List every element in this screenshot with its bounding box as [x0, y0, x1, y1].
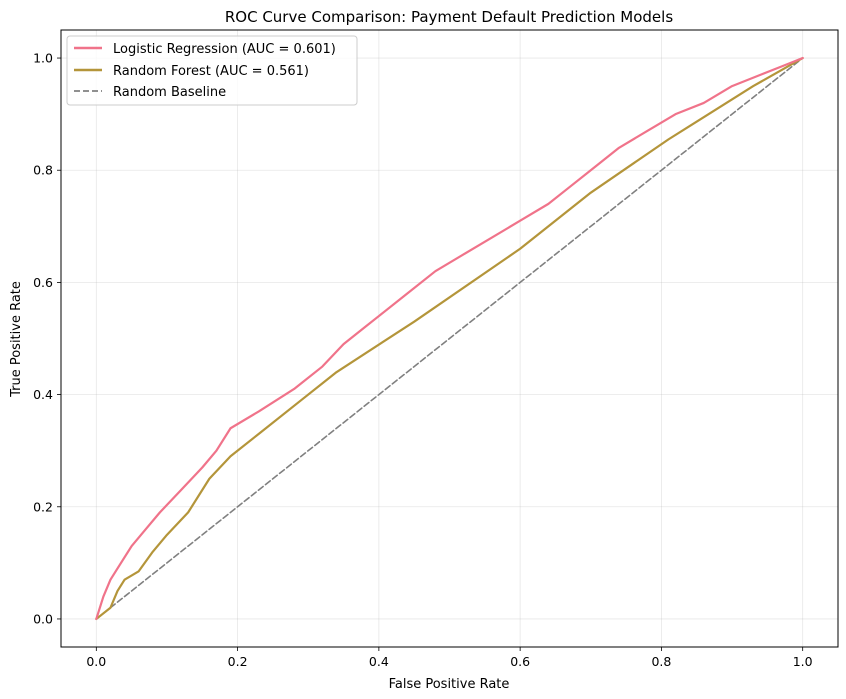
x-tick-label: 0.8	[651, 654, 671, 669]
x-tick-label: 0.0	[86, 654, 106, 669]
legend-label-random-forest: Random Forest (AUC = 0.561)	[113, 64, 309, 79]
x-axis-ticks: 0.0 0.2 0.4 0.6 0.8 1.0	[86, 647, 813, 669]
y-tick-label: 1.0	[33, 51, 53, 66]
y-tick-label: 0.0	[33, 611, 53, 626]
series-line-logistic-regression	[95, 56, 804, 621]
legend-label-random-baseline: Random Baseline	[113, 85, 226, 100]
series-line-random-baseline	[95, 57, 804, 620]
x-axis-label: False Positive Rate	[389, 677, 510, 692]
legend-label-logistic-regression: Logistic Regression (AUC = 0.601)	[113, 42, 336, 57]
plot-area-frame	[60, 29, 839, 648]
legend-box	[66, 35, 358, 106]
x-tick-label: 1.0	[793, 654, 813, 669]
y-tick-label: 0.6	[33, 275, 53, 290]
series-line-random-forest	[95, 56, 804, 621]
chart-title: ROC Curve Comparison: Payment Default Pr…	[225, 8, 673, 26]
y-axis-label: True Positive Rate	[9, 281, 24, 398]
x-tick-label: 0.2	[228, 654, 248, 669]
y-tick-label: 0.2	[33, 499, 53, 514]
y-axis-ticks: 0.0 0.2 0.4 0.6 0.8 1.0	[33, 51, 61, 626]
series-lines	[95, 56, 804, 621]
y-tick-label: 0.4	[33, 387, 53, 402]
y-tick-label: 0.8	[33, 163, 53, 178]
x-tick-label: 0.6	[510, 654, 530, 669]
legend: Logistic Regression (AUC = 0.601) Random…	[66, 35, 358, 106]
x-tick-label: 0.4	[369, 654, 389, 669]
